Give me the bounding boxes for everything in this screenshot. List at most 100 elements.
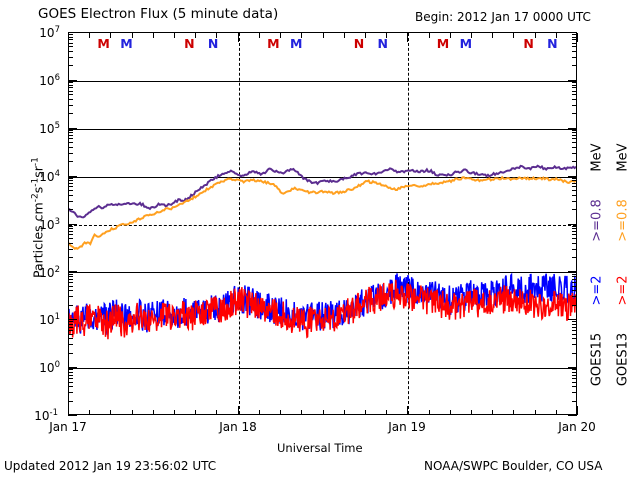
ytick-minor	[68, 333, 73, 335]
ytick-minor	[68, 374, 73, 376]
plot-area	[68, 32, 577, 415]
ytick-major-right	[568, 415, 577, 416]
ytick-minor	[572, 333, 577, 335]
ytick-minor	[68, 98, 73, 100]
xtick-minor	[534, 33, 536, 38]
ytick-major-right	[568, 319, 577, 321]
ytick-minor	[68, 304, 73, 306]
ytick-minor	[68, 90, 73, 92]
xtick-minor	[174, 410, 176, 415]
ytick-minor	[572, 65, 577, 67]
event-marker-m: M	[267, 36, 280, 51]
ytick-minor	[572, 94, 577, 96]
ytick-minor	[68, 285, 73, 287]
ytick-minor	[68, 94, 73, 96]
ytick-minor	[572, 194, 577, 196]
xtick-minor	[131, 33, 133, 38]
series-line-goes15-0-8-mev	[69, 164, 576, 219]
ytick-minor	[572, 234, 577, 236]
ytick-minor	[572, 344, 577, 346]
ytick-minor	[68, 132, 73, 134]
ytick-minor	[68, 142, 73, 144]
ytick-minor	[68, 352, 73, 354]
ytick-1e6	[68, 79, 77, 81]
xtick-minor	[428, 410, 430, 415]
ytick-label-1e5: 105	[39, 121, 60, 136]
ytick-major-right	[568, 367, 577, 369]
ytick-minor	[68, 135, 73, 137]
xtick-minor	[386, 410, 388, 415]
xtick-minor	[492, 33, 494, 38]
ytick-minor	[68, 104, 73, 106]
ytick-minor	[68, 65, 73, 67]
xtick-major	[237, 406, 239, 415]
xtick-major	[68, 33, 69, 42]
xtick-label-1: Jan 18	[219, 420, 257, 434]
ytick-minor	[572, 374, 577, 376]
gridline-1e5	[69, 128, 576, 130]
xtick-minor	[513, 410, 515, 415]
ytick-minor	[572, 209, 577, 211]
series-line-goes13-0-8-mev	[69, 175, 576, 250]
ytick-minor	[572, 104, 577, 106]
ytick-minor	[572, 386, 577, 388]
ytick-minor	[68, 242, 73, 244]
footer-source-text: NOAA/SWPC Boulder, CO USA	[424, 459, 603, 473]
ytick-minor	[572, 90, 577, 92]
xtick-minor	[152, 33, 154, 38]
ytick-minor	[68, 152, 73, 154]
ytick-minor	[572, 87, 577, 89]
ytick-minor	[572, 180, 577, 182]
xtick-minor	[449, 410, 451, 415]
event-marker-m: M	[436, 36, 450, 51]
event-marker-m: M	[289, 36, 303, 51]
legend-goes13-unit: MeV	[615, 143, 631, 172]
ytick-minor	[572, 46, 577, 48]
ytick-minor	[572, 392, 577, 394]
ytick-minor	[572, 138, 577, 140]
ytick-label-1e6: 106	[39, 73, 60, 88]
ytick-minor	[572, 146, 577, 148]
ytick-minor	[68, 46, 73, 48]
series-line-goes13-2-mev	[69, 279, 576, 340]
xtick-minor	[470, 410, 472, 415]
ytick-minor	[572, 377, 577, 379]
ytick-minor	[572, 304, 577, 306]
ytick-minor	[572, 200, 577, 202]
ytick-minor	[572, 161, 577, 163]
ytick-minor	[68, 290, 73, 292]
ytick-minor	[572, 42, 577, 44]
ytick-1e5	[68, 127, 77, 129]
xtick-minor	[470, 33, 472, 38]
ytick-minor	[68, 377, 73, 379]
xtick-minor	[258, 33, 260, 38]
ytick-minor	[68, 82, 73, 84]
ytick-minor	[572, 282, 577, 283]
ytick-minor	[572, 323, 577, 325]
ytick-minor	[68, 276, 73, 277]
ytick-minor	[572, 329, 577, 331]
xtick-major	[407, 33, 409, 42]
ytick-1e1	[68, 319, 77, 321]
xtick-minor	[343, 410, 345, 415]
xtick-minor	[258, 410, 260, 415]
ytick-minor	[572, 248, 577, 250]
ytick-minor	[68, 344, 73, 346]
ytick-minor	[572, 237, 577, 239]
legend-goes13-e2: >=2	[615, 275, 631, 306]
xtick-minor	[110, 410, 112, 415]
ytick-minor	[68, 129, 73, 131]
ytick-minor	[572, 242, 577, 244]
ytick-minor	[68, 273, 73, 275]
xtick-minor	[449, 33, 451, 38]
ytick-minor	[572, 34, 577, 36]
xtick-minor	[301, 33, 303, 38]
xtick-major	[237, 33, 239, 42]
ytick-minor	[572, 135, 577, 137]
ytick-minor	[68, 386, 73, 388]
xtick-minor	[195, 33, 197, 38]
day-boundary-jan19	[408, 33, 410, 414]
event-marker-m: M	[459, 36, 473, 51]
ytick-1e7	[68, 32, 77, 33]
ytick-minor	[68, 194, 73, 196]
